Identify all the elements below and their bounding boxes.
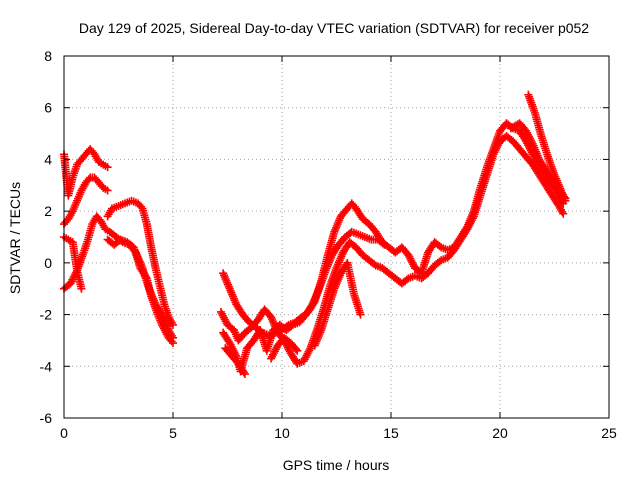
series-track-2: [60, 173, 112, 229]
chart-title: Day 129 of 2025, Sidereal Day-to-day VTE…: [79, 20, 589, 36]
x-tick-label: 10: [274, 425, 290, 441]
data-point: [169, 320, 177, 329]
series-track-12: [506, 119, 570, 203]
axis-ticks: 0 5 10 15 20 25 -6 -4 -2 0 2 4 6 8: [40, 48, 617, 441]
y-tick-label: 2: [44, 203, 52, 219]
data-point: [468, 214, 477, 223]
series-track-13: [221, 344, 249, 379]
data-point: [378, 239, 387, 248]
data-point: [239, 368, 248, 377]
y-tick-label: -2: [40, 307, 53, 323]
x-tick-label: 20: [492, 425, 508, 441]
x-tick-label: 25: [601, 425, 617, 441]
x-tick-label: 5: [169, 425, 177, 441]
data-point: [84, 175, 93, 184]
x-tick-label: 15: [383, 425, 399, 441]
series-track-5: [103, 196, 177, 329]
data-point: [169, 339, 177, 348]
series-track-6: [103, 235, 177, 348]
data-point: [293, 346, 302, 355]
y-tick-label: 8: [44, 48, 52, 64]
x-tick-label: 0: [60, 425, 68, 441]
y-axis-label: SDTVAR / TECUs: [7, 182, 23, 294]
data-points: [60, 90, 570, 379]
data-point: [167, 337, 176, 346]
data-point: [356, 310, 365, 319]
data-point: [380, 240, 389, 249]
series-track-7: [219, 119, 568, 340]
series-track-1: [60, 145, 112, 200]
data-point: [527, 138, 536, 147]
data-point: [103, 163, 112, 172]
y-tick-label: 4: [44, 151, 52, 167]
data-point: [560, 192, 569, 201]
data-point: [305, 346, 314, 355]
plot-frame: [63, 55, 610, 419]
data-point: [561, 194, 570, 203]
series-track-9: [219, 227, 389, 376]
y-tick-label: -4: [40, 358, 53, 374]
series-track-11: [524, 90, 570, 205]
series-track-10: [310, 258, 365, 350]
data-point: [240, 370, 249, 379]
y-tick-label: 6: [44, 100, 52, 116]
x-axis-label: GPS time / hours: [283, 457, 390, 473]
data-point: [77, 284, 86, 293]
data-point: [141, 272, 150, 281]
y-tick-label: -6: [40, 410, 53, 426]
y-tick-label: 0: [44, 255, 52, 271]
data-point: [291, 345, 300, 354]
series-track-14: [267, 333, 302, 363]
data-point: [559, 209, 568, 218]
data-point: [103, 186, 112, 195]
